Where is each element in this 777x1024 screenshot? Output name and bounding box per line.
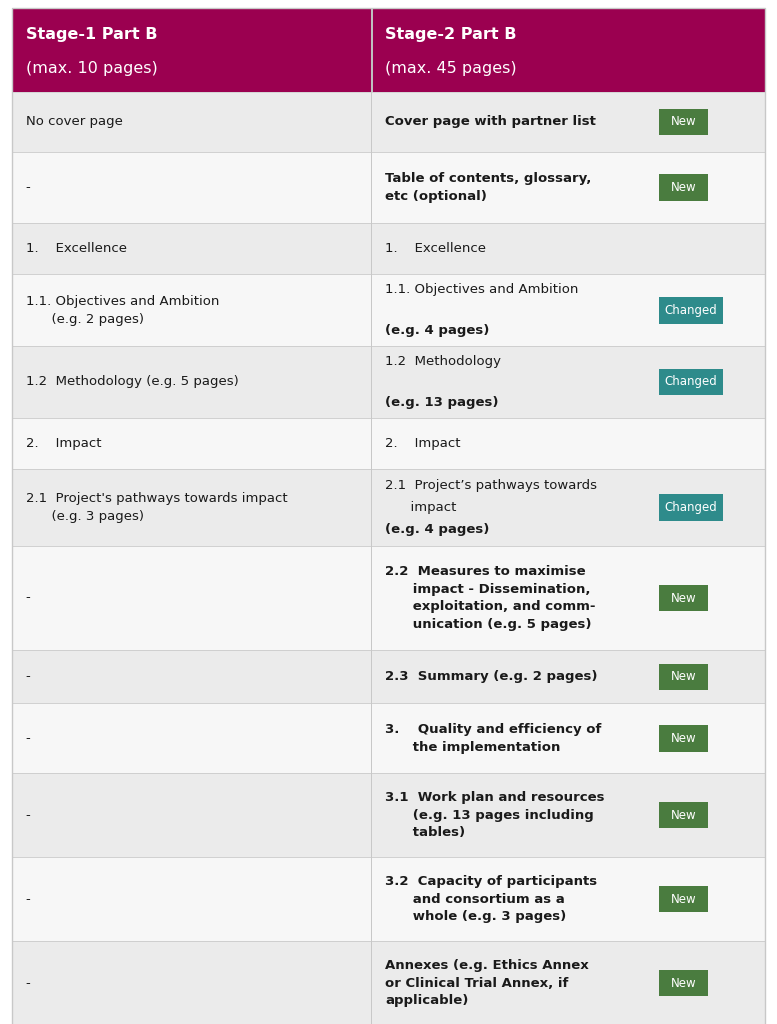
Text: (e.g. 13 pages): (e.g. 13 pages) (385, 396, 499, 409)
Text: 2.    Impact: 2. Impact (385, 437, 461, 450)
Bar (12, 152, 765, 223)
Bar (371, 546, 372, 650)
Text: (e.g. 4 pages): (e.g. 4 pages) (385, 523, 490, 536)
Bar (371, 223, 372, 274)
Text: (max. 10 pages): (max. 10 pages) (26, 61, 158, 76)
Text: 2.2  Measures to maximise
      impact - Dissemination,
      exploitation, and : 2.2 Measures to maximise impact - Dissem… (385, 565, 596, 631)
Bar (12, 418, 765, 469)
Bar (659, 174, 708, 201)
Text: 1.    Excellence: 1. Excellence (385, 243, 486, 255)
Text: Changed: Changed (665, 304, 717, 316)
Bar (371, 773, 372, 857)
Bar (659, 664, 708, 690)
Text: New: New (671, 181, 696, 194)
Bar (659, 109, 708, 135)
Bar (12, 703, 765, 773)
Text: impact: impact (385, 501, 461, 514)
Text: -: - (26, 732, 30, 744)
Bar (371, 857, 372, 941)
Text: New: New (671, 116, 696, 128)
Text: 2.3  Summary (e.g. 2 pages): 2.3 Summary (e.g. 2 pages) (385, 671, 598, 683)
Bar (12, 546, 765, 650)
Bar (12, 223, 765, 274)
Bar (12, 941, 765, 1024)
Bar (659, 369, 723, 395)
Text: -: - (26, 893, 30, 905)
Bar (371, 650, 372, 703)
Text: 1.2  Methodology: 1.2 Methodology (385, 355, 501, 368)
Text: 1.1. Objectives and Ambition
      (e.g. 2 pages): 1.1. Objectives and Ambition (e.g. 2 pag… (26, 295, 219, 326)
Text: -: - (26, 592, 30, 604)
Text: (e.g. 4 pages): (e.g. 4 pages) (385, 325, 490, 337)
Text: -: - (26, 671, 30, 683)
Bar (371, 8, 373, 92)
Bar (371, 92, 372, 152)
Text: 3.2  Capacity of participants
      and consortium as a
      whole (e.g. 3 page: 3.2 Capacity of participants and consort… (385, 876, 598, 923)
Bar (12, 857, 765, 941)
Text: Changed: Changed (665, 376, 717, 388)
Bar (371, 274, 372, 346)
Text: 3.    Quality and efficiency of
      the implementation: 3. Quality and efficiency of the impleme… (385, 723, 601, 754)
Text: Annexes (e.g. Ethics Annex
or Clinical Trial Annex, if
applicable): Annexes (e.g. Ethics Annex or Clinical T… (385, 959, 589, 1007)
Text: -: - (26, 181, 30, 194)
Bar (12, 274, 765, 346)
Bar (12, 346, 765, 418)
Text: New: New (671, 732, 696, 744)
Text: 1.1. Objectives and Ambition: 1.1. Objectives and Ambition (385, 284, 579, 296)
Text: New: New (671, 893, 696, 905)
Bar (12, 469, 765, 546)
Bar (371, 941, 372, 1024)
Text: Stage-1 Part B: Stage-1 Part B (26, 28, 157, 42)
Text: -: - (26, 977, 30, 989)
Text: 1.2  Methodology (e.g. 5 pages): 1.2 Methodology (e.g. 5 pages) (26, 376, 239, 388)
Text: 3.1  Work plan and resources
      (e.g. 13 pages including
      tables): 3.1 Work plan and resources (e.g. 13 pag… (385, 792, 605, 839)
Text: -: - (26, 809, 30, 821)
Text: 2.    Impact: 2. Impact (26, 437, 101, 450)
Bar (659, 495, 723, 521)
Text: 2.1  Project's pathways towards impact
      (e.g. 3 pages): 2.1 Project's pathways towards impact (e… (26, 493, 287, 522)
Text: 2.1  Project’s pathways towards: 2.1 Project’s pathways towards (385, 479, 598, 492)
Text: New: New (671, 809, 696, 821)
Bar (371, 703, 372, 773)
Text: No cover page: No cover page (26, 116, 123, 128)
Text: Stage-2 Part B: Stage-2 Part B (385, 28, 517, 42)
Text: (max. 45 pages): (max. 45 pages) (385, 61, 517, 76)
Bar (371, 469, 372, 546)
Text: New: New (671, 977, 696, 989)
Bar (12, 650, 765, 703)
Text: New: New (671, 592, 696, 604)
Text: 1.    Excellence: 1. Excellence (26, 243, 127, 255)
Bar (371, 346, 372, 418)
Bar (659, 802, 708, 828)
Bar (659, 970, 708, 996)
Text: Cover page with partner list: Cover page with partner list (385, 116, 596, 128)
Bar (659, 585, 708, 611)
Bar (12, 773, 765, 857)
Bar (12, 92, 765, 152)
Text: Table of contents, glossary,
etc (optional): Table of contents, glossary, etc (option… (385, 172, 592, 203)
Text: New: New (671, 671, 696, 683)
Bar (371, 152, 372, 223)
Bar (659, 297, 723, 324)
Bar (659, 886, 708, 912)
Text: Changed: Changed (665, 501, 717, 514)
Bar (371, 418, 372, 469)
Bar (659, 725, 708, 752)
Bar (12, 8, 765, 92)
